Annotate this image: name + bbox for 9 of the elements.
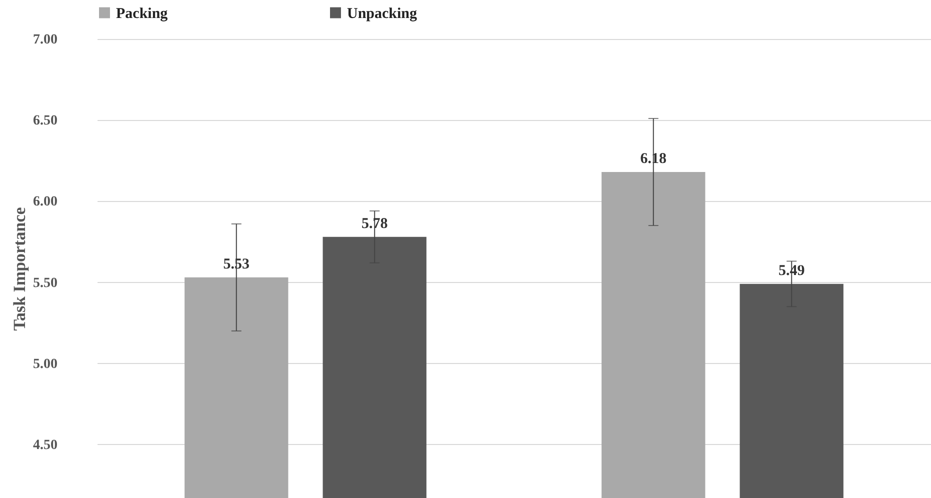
legend-label: Packing bbox=[116, 6, 168, 22]
y-tick-label: 5.50 bbox=[33, 276, 58, 291]
y-tick-label: 4.50 bbox=[33, 438, 58, 453]
y-tick-label: 5.00 bbox=[33, 356, 58, 372]
legend-label: Unpacking bbox=[347, 6, 418, 22]
y-tick-label: 7.00 bbox=[33, 32, 58, 48]
y-tick-label: 6.50 bbox=[33, 114, 58, 129]
y-tick-label: 6.00 bbox=[33, 194, 58, 210]
y-axis-title: Task Importance bbox=[10, 206, 29, 331]
